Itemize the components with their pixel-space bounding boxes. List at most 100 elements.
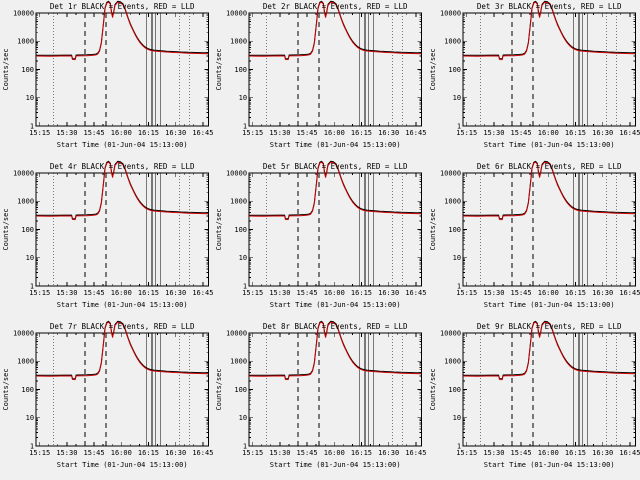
y-tick-label: 100 [448, 226, 461, 234]
lld-curve [249, 1, 422, 61]
plot-frame [248, 172, 423, 287]
x-tick-label: 15:45 [510, 129, 531, 137]
x-tick-label: 16:30 [378, 129, 399, 137]
plot-title: Det 5r BLACK = Events, RED = LLD [263, 162, 408, 171]
lld-curve [36, 321, 209, 381]
x-tick-label: 15:30 [56, 129, 77, 137]
y-tick-label: 10000 [440, 330, 461, 338]
lld-curve [36, 161, 209, 221]
y-tick-label: 1 [456, 443, 460, 451]
x-tick-label: 16:15 [138, 289, 159, 297]
lld-curve [249, 321, 422, 381]
x-tick-label: 16:15 [565, 289, 586, 297]
x-tick-label: 16:45 [619, 289, 640, 297]
x-tick-label: 15:15 [456, 449, 477, 457]
x-tick-label: 16:45 [406, 129, 427, 137]
x-tick-label: 15:45 [510, 289, 531, 297]
y-tick-label: 10000 [226, 330, 247, 338]
lld-curve [462, 1, 635, 61]
x-tick-label: 16:00 [111, 129, 132, 137]
y-axis-label: Counts/sec [215, 368, 223, 410]
x-tick-label: 16:15 [351, 289, 372, 297]
x-tick-label: 15:30 [56, 289, 77, 297]
x-tick-label: 16:45 [406, 449, 427, 457]
y-axis-label: Counts/sec [2, 208, 10, 250]
y-tick-label: 10 [452, 414, 460, 422]
plot-title: Det 4r BLACK = Events, RED = LLD [50, 162, 195, 171]
y-axis-label: Counts/sec [215, 48, 223, 90]
plot-frame [462, 332, 636, 447]
x-tick-label: 15:15 [29, 289, 50, 297]
x-axis-label: Start Time (01-Jun-04 15:13:00) [57, 301, 188, 309]
x-axis-label: Start Time (01-Jun-04 15:13:00) [57, 461, 188, 469]
x-tick-label: 15:30 [270, 129, 291, 137]
y-tick-label: 1000 [17, 358, 34, 366]
x-tick-label: 15:45 [297, 289, 318, 297]
detector-plot-9: 15:15 15:30 15:45 16:00 16:15 16:30 16:45 1 10 10… [429, 320, 640, 469]
plot-frame [462, 12, 636, 127]
y-tick-label: 100 [235, 226, 248, 234]
x-tick-label: 15:45 [84, 289, 105, 297]
x-tick-label: 15:45 [84, 449, 105, 457]
x-tick-label: 16:00 [324, 449, 345, 457]
plot-frame [462, 172, 636, 287]
x-tick-label: 16:45 [619, 129, 640, 137]
y-tick-label: 100 [21, 386, 34, 394]
x-tick-label: 16:30 [592, 289, 613, 297]
x-tick-label: 15:30 [483, 129, 504, 137]
plot-title: Det 7r BLACK = Events, RED = LLD [50, 322, 195, 331]
plot-frame [248, 12, 423, 127]
y-axis-label: Counts/sec [429, 368, 437, 410]
x-tick-label: 15:45 [297, 449, 318, 457]
lld-curve [462, 161, 635, 221]
x-tick-label: 16:30 [165, 449, 186, 457]
x-tick-label: 16:45 [406, 289, 427, 297]
x-tick-label: 16:15 [565, 129, 586, 137]
x-tick-label: 16:45 [192, 289, 213, 297]
y-tick-label: 10000 [226, 10, 247, 18]
detector-plot-7: 15:15 15:30 15:45 16:00 16:15 16:30 16:45 1 10 10… [2, 320, 213, 469]
plot-title: Det 1r BLACK = Events, RED = LLD [50, 2, 195, 11]
x-tick-label: 16:45 [192, 129, 213, 137]
x-tick-label: 16:00 [111, 289, 132, 297]
y-tick-label: 10 [239, 254, 247, 262]
y-tick-label: 1000 [444, 38, 461, 46]
x-axis-label: Start Time (01-Jun-04 15:13:00) [483, 141, 614, 149]
plot-title: Det 6r BLACK = Events, RED = LLD [477, 162, 622, 171]
y-tick-label: 100 [235, 386, 248, 394]
y-tick-label: 1 [243, 283, 247, 291]
y-tick-label: 10000 [13, 170, 34, 178]
x-tick-label: 15:45 [84, 129, 105, 137]
y-tick-label: 100 [448, 386, 461, 394]
x-tick-label: 15:15 [242, 129, 263, 137]
x-tick-label: 16:30 [592, 129, 613, 137]
plot-frame [35, 172, 209, 287]
y-tick-label: 1 [243, 443, 247, 451]
x-tick-label: 15:15 [242, 449, 263, 457]
x-tick-label: 16:30 [165, 289, 186, 297]
detector-plot-3: 15:15 15:30 15:45 16:00 16:15 16:30 16:45 1 10 10… [429, 0, 640, 149]
y-tick-label: 100 [21, 66, 34, 74]
x-axis-label: Start Time (01-Jun-04 15:13:00) [270, 301, 401, 309]
x-tick-label: 16:45 [619, 449, 640, 457]
y-tick-label: 1000 [444, 198, 461, 206]
y-tick-label: 1000 [17, 38, 34, 46]
x-tick-label: 15:15 [456, 289, 477, 297]
plot-title: Det 2r BLACK = Events, RED = LLD [263, 2, 408, 11]
y-tick-label: 10000 [440, 10, 461, 18]
y-tick-label: 10 [239, 414, 247, 422]
x-tick-label: 16:30 [378, 449, 399, 457]
y-tick-label: 10 [239, 94, 247, 102]
detector-plot-5: 15:15 15:30 15:45 16:00 16:15 16:30 16:45 1 10 10… [215, 160, 427, 309]
x-tick-label: 15:15 [242, 289, 263, 297]
x-tick-label: 15:30 [483, 289, 504, 297]
y-tick-label: 1 [30, 283, 34, 291]
x-tick-label: 15:30 [270, 449, 291, 457]
plot-title: Det 9r BLACK = Events, RED = LLD [477, 322, 622, 331]
x-tick-label: 16:15 [351, 129, 372, 137]
y-tick-label: 1 [30, 123, 34, 131]
x-axis-label: Start Time (01-Jun-04 15:13:00) [483, 301, 614, 309]
x-axis-label: Start Time (01-Jun-04 15:13:00) [57, 141, 188, 149]
y-tick-label: 10 [452, 254, 460, 262]
